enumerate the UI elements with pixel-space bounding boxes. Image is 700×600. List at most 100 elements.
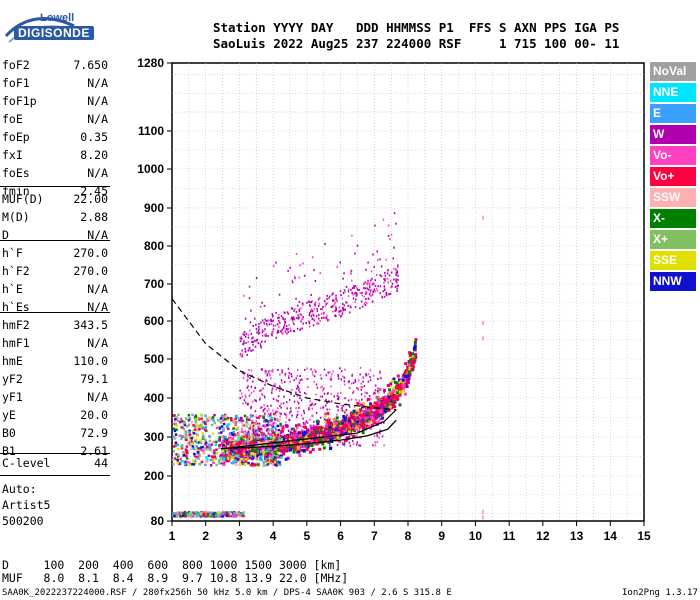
trace-point-f2	[236, 450, 240, 454]
trace-point-spread	[271, 457, 274, 460]
trace-point-multihop	[335, 294, 337, 297]
trace-point-spread	[260, 455, 263, 458]
trace-point-spread	[187, 419, 191, 422]
trace-point-f2	[399, 382, 403, 386]
trace-point-streak	[288, 375, 290, 378]
trace-point-streak	[318, 432, 320, 435]
trace-point-multihop	[351, 234, 353, 237]
trace-point-streak	[270, 412, 272, 415]
trace-point-spread	[279, 448, 282, 451]
trace-point-streak	[367, 380, 370, 383]
trace-point-spread	[185, 449, 188, 453]
trace-point-sporadic	[210, 511, 213, 515]
trace-point-streak	[379, 418, 382, 421]
trace-point-streak	[338, 396, 340, 399]
trace-point-streak	[272, 413, 275, 416]
trace-point-streak	[244, 394, 247, 397]
trace-point-multihop	[334, 314, 336, 317]
trace-point-spread	[221, 452, 225, 456]
trace-point-streak	[320, 386, 322, 389]
legend-item-voplus: Vo+	[650, 167, 696, 186]
trace-point-f2	[380, 403, 384, 407]
trace-point-streak	[308, 407, 311, 410]
trace-point-streak	[257, 425, 260, 428]
trace-point-multihop	[248, 297, 251, 300]
trace-point-f2	[302, 441, 306, 445]
trace-point-streak	[253, 433, 255, 436]
trace-point-streak	[287, 438, 289, 441]
trace-point-f2	[281, 426, 285, 430]
trace-point-multihop	[317, 298, 320, 301]
trace-point-streak	[311, 438, 313, 441]
trace-point-spread	[276, 433, 280, 437]
trace-point-streak	[282, 388, 284, 391]
trace-point-f2	[319, 438, 323, 442]
trace-point-f2	[316, 428, 320, 432]
trace-point-multihop	[384, 274, 387, 277]
trace-point-multihop	[367, 261, 369, 264]
trace-point-f2	[353, 416, 357, 420]
trace-point-sporadic	[238, 513, 241, 516]
trace-point-f2	[292, 439, 296, 443]
trace-point-f2	[330, 433, 334, 437]
trace-point-spread	[247, 453, 251, 457]
trace-point-streak	[340, 391, 342, 394]
trace-point-streak	[314, 402, 317, 405]
trace-point-streak	[348, 386, 351, 389]
trace-point-multihop	[293, 317, 295, 320]
param-value: 7.650	[73, 58, 108, 72]
trace-point-spread	[273, 436, 276, 439]
trace-point-f2	[296, 448, 300, 452]
trace-point-f2	[350, 421, 354, 425]
trace-point-streak	[289, 380, 291, 383]
trace-point-f2	[298, 453, 302, 457]
trace-point-multihop	[271, 334, 273, 337]
trace-point-f2	[334, 428, 338, 432]
trace-point-f2	[340, 430, 344, 434]
trace-point-spread	[277, 442, 280, 446]
trace-point-streak	[358, 416, 361, 419]
trace-point-f2	[309, 450, 313, 454]
trace-point-f2	[370, 410, 374, 414]
trace-point-spread	[202, 452, 206, 455]
trace-point-sporadic	[175, 514, 179, 518]
trace-point-streak	[328, 431, 331, 434]
trace-point-spread	[223, 417, 227, 421]
trace-point-f2	[280, 450, 284, 454]
trace-point-streak	[322, 406, 325, 409]
trace-point-f2	[244, 453, 248, 457]
trace-point-streak	[360, 405, 363, 408]
trace-point-multihop	[308, 313, 311, 316]
trace-point-f2	[336, 436, 340, 440]
trace-point-multihop	[383, 287, 386, 290]
trace-point-multihop	[259, 305, 262, 308]
trace-point-spread	[235, 428, 239, 431]
trace-point-spread	[191, 445, 195, 448]
trace-point-streak	[270, 433, 273, 436]
trace-point-f2	[352, 423, 356, 427]
trace-point-sporadic	[213, 512, 217, 515]
trace-point-streak	[290, 373, 293, 376]
trace-point-sporadic	[189, 511, 192, 514]
trace-point-f2	[382, 399, 386, 403]
trace-point-isolated	[482, 509, 484, 514]
trace-point-streak	[264, 371, 267, 374]
trace-point-streak	[344, 368, 346, 371]
param-row-b0: B0 72.9	[2, 426, 108, 443]
trace-point-multihop	[276, 331, 279, 334]
trace-point-streak	[353, 419, 355, 422]
trace-point-multihop	[243, 333, 246, 336]
trace-point-multihop	[243, 340, 245, 343]
trace-point-spread	[199, 441, 203, 445]
trace-point-spread	[273, 463, 277, 466]
trace-point-f2	[374, 421, 378, 425]
trace-point-f2	[359, 408, 363, 412]
trace-point-multihop	[314, 303, 316, 306]
trace-point-f2	[384, 402, 388, 406]
trace-point-spread	[262, 449, 265, 452]
trace-point-f2	[292, 450, 296, 454]
trace-point-multihop	[248, 285, 251, 288]
trace-point-multihop	[249, 321, 252, 324]
trace-point-f2	[335, 416, 339, 420]
trace-point-spread	[183, 420, 186, 424]
